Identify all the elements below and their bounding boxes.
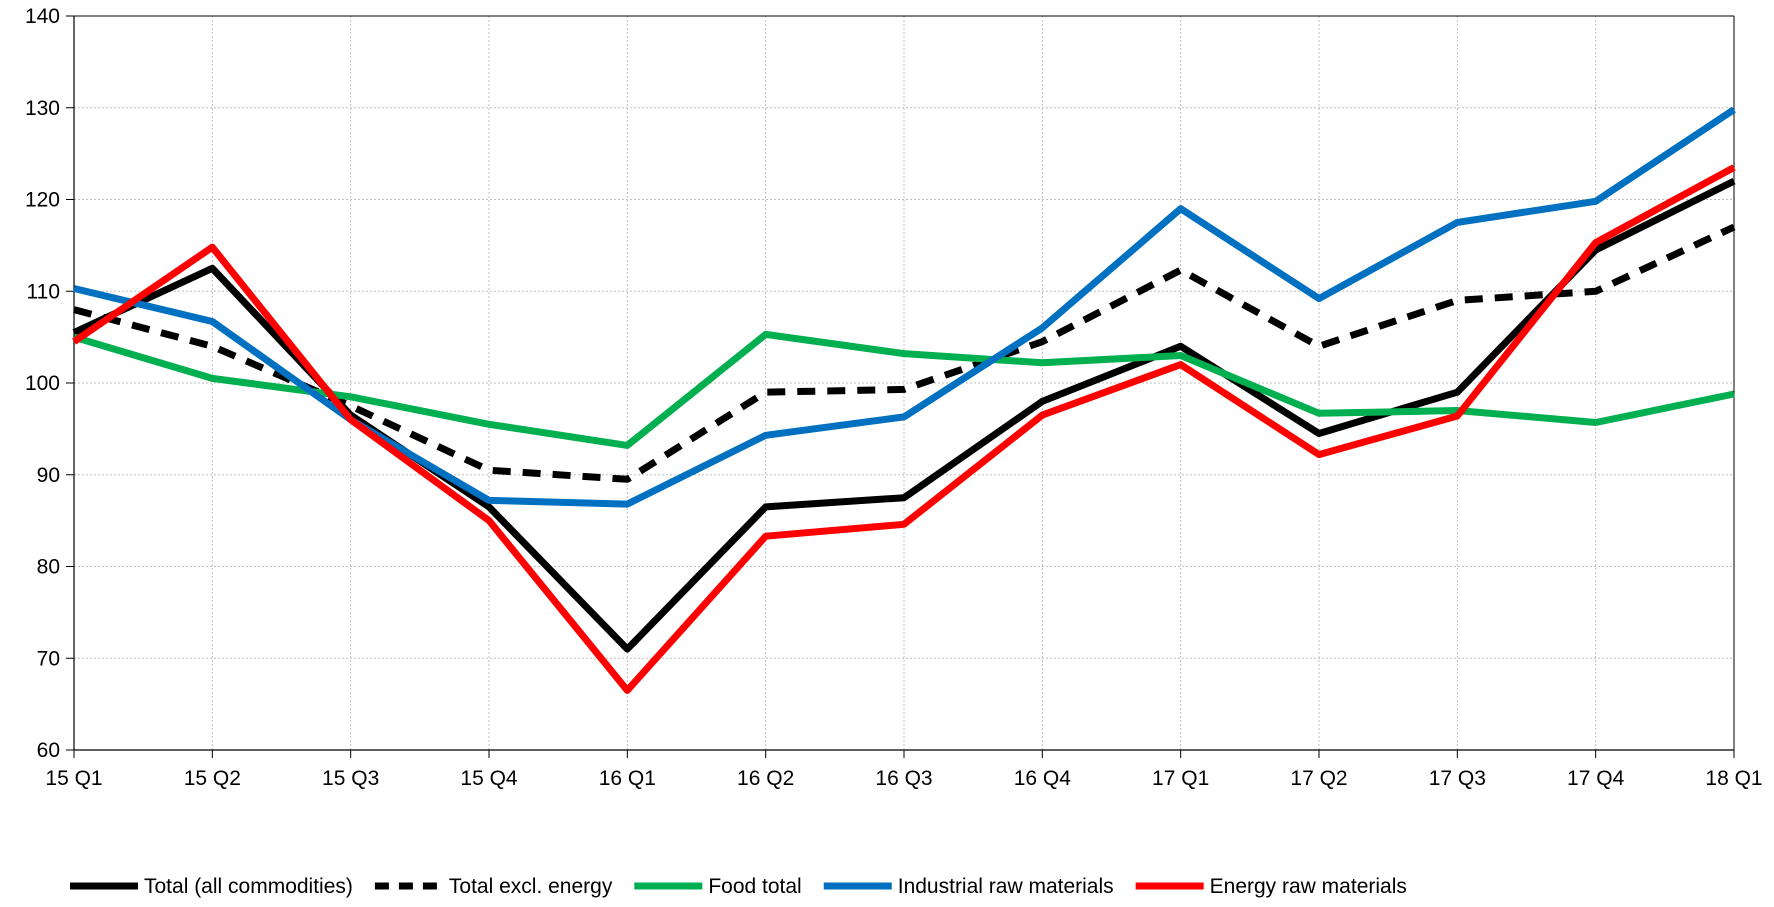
legend-label: Food total xyxy=(708,875,801,898)
x-tick-label: 18 Q1 xyxy=(1705,767,1762,790)
x-tick-label: 17 Q1 xyxy=(1152,767,1209,790)
series-line-5 xyxy=(72,164,1736,694)
axes: 60 70 80 90 100 110 120 130 140 15 Q1 15 Q2 15 Q3 15… xyxy=(25,5,1763,790)
x-tick-label: 15 Q2 xyxy=(184,767,241,790)
x-tick-label: 16 Q1 xyxy=(599,767,656,790)
x-tick-label: 17 Q2 xyxy=(1290,767,1347,790)
legend-label: Total excl. energy xyxy=(449,875,613,898)
x-tick-label: 15 Q1 xyxy=(45,767,102,790)
series-line-2 xyxy=(73,223,1736,483)
y-tick-label: 90 xyxy=(37,464,60,487)
legend-item-1: Total (all commodities) xyxy=(70,875,353,898)
legend-label: Industrial raw materials xyxy=(898,875,1114,898)
legend-label: Energy raw materials xyxy=(1210,875,1407,898)
y-tick-label: 110 xyxy=(27,280,60,303)
y-tick-label: 80 xyxy=(37,556,60,579)
x-tick-label: 16 Q2 xyxy=(737,767,794,790)
legend: Total (all commodities) Total excl. energ… xyxy=(70,875,1407,898)
series-lines xyxy=(72,106,1736,694)
legend-item-3: Food total xyxy=(634,875,802,898)
x-tick-label: 16 Q4 xyxy=(1014,767,1072,790)
x-tick-label: 17 Q4 xyxy=(1567,767,1625,790)
y-tick-label: 120 xyxy=(25,189,60,212)
y-tick-label: 70 xyxy=(37,647,60,670)
legend-item-2: Total excl. energy xyxy=(374,875,613,898)
y-tick-label: 130 xyxy=(25,97,60,120)
y-tick-label: 140 xyxy=(25,5,60,28)
x-tick-label: 16 Q3 xyxy=(875,767,932,790)
x-tick-label: 17 Q3 xyxy=(1429,767,1486,790)
x-tick-label: 15 Q4 xyxy=(460,767,518,790)
y-tick-label: 100 xyxy=(25,372,60,395)
legend-item-5: Energy raw materials xyxy=(1135,875,1407,898)
legend-label: Total (all commodities) xyxy=(144,875,353,898)
y-tick-label: 60 xyxy=(37,739,60,762)
legend-item-4: Industrial raw materials xyxy=(823,875,1114,898)
x-tick-label: 15 Q3 xyxy=(322,767,379,790)
